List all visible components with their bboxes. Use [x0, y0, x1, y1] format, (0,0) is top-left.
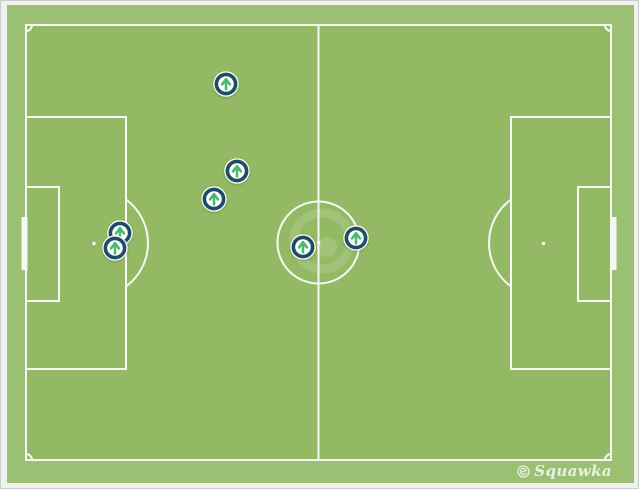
event-marker[interactable]	[224, 158, 250, 184]
event-marker[interactable]	[201, 186, 227, 212]
left-penalty-arc	[125, 198, 149, 288]
centre-spot	[317, 241, 321, 245]
up-arrow-icon	[290, 234, 316, 260]
event-marker[interactable]	[213, 71, 239, 97]
right-penalty-arc	[488, 198, 512, 288]
corner-arc-top-left	[25, 24, 33, 32]
corner-arc-bottom-left	[25, 453, 33, 461]
event-marker[interactable]	[290, 234, 316, 260]
event-marker[interactable]	[343, 225, 369, 251]
corner-arc-bottom-right	[604, 453, 612, 461]
right-goal	[610, 217, 617, 270]
up-arrow-icon	[102, 235, 128, 261]
left-goal	[21, 217, 28, 270]
up-arrow-icon	[224, 158, 250, 184]
corner-arc-top-right	[604, 24, 612, 32]
up-arrow-icon	[201, 186, 227, 212]
right-penalty-spot	[541, 241, 546, 246]
up-arrow-icon	[343, 225, 369, 251]
left-penalty-spot	[92, 241, 96, 246]
up-arrow-icon	[213, 71, 239, 97]
event-marker[interactable]	[102, 235, 128, 261]
